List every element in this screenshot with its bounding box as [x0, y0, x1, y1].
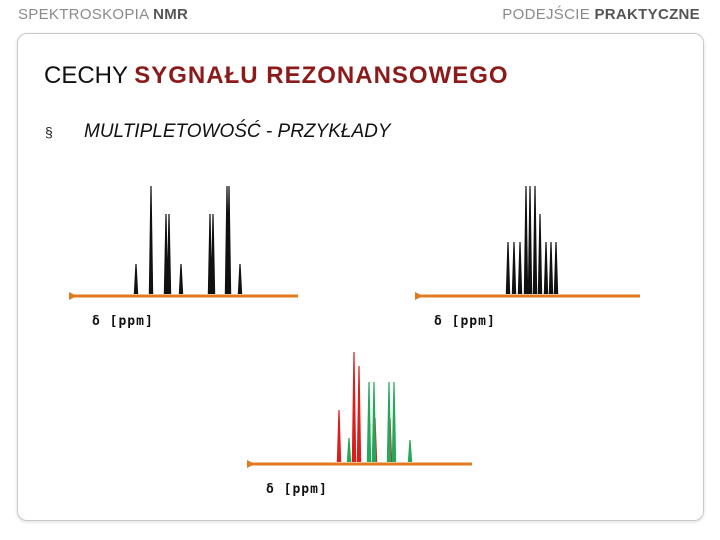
- spectrum-2-peak: [505, 242, 511, 294]
- axis-label-2: δ [ppm]: [434, 314, 496, 329]
- header-right: PODEJŚCIE PRAKTYCZNE: [502, 6, 700, 23]
- spectrum-3-red-peak: [351, 352, 357, 462]
- spectrum-2-peak: [517, 242, 523, 294]
- header-right-regular: PODEJŚCIE: [502, 6, 595, 23]
- spectrum-3-red-peak: [336, 410, 342, 462]
- spectrum-1-peak: [178, 264, 184, 294]
- spectrum-1-peak: [148, 186, 154, 294]
- spectrum-1-peak: [207, 214, 213, 294]
- spectrum-2-peak: [553, 242, 559, 294]
- spectrum-3-green-peak: [386, 382, 392, 462]
- bullet-marker: §: [45, 124, 53, 140]
- spectrum-3-green-peak: [391, 382, 397, 462]
- spectrum-3-green-peak: [366, 382, 372, 462]
- spectrum-1-peak: [210, 214, 216, 294]
- spectrum-3-green-peak: [371, 382, 377, 462]
- bullet-text: MULTIPLETOWOŚĆ - PRZYKŁADY: [84, 121, 391, 142]
- spectrum-1-peak: [226, 186, 232, 294]
- header-left-regular: SPEKTROSKOPIA: [18, 6, 154, 23]
- spectrum-2-peak: [532, 186, 538, 294]
- spectrum-1-peak: [133, 264, 139, 294]
- slide-title: CECHY SYGNAŁU REZONANSOWEGO: [44, 62, 509, 90]
- spectrum-2-peak: [511, 242, 517, 294]
- header-left-bold: NMR: [153, 6, 189, 23]
- header-left: SPEKTROSKOPIA NMR: [18, 6, 188, 23]
- title-accent: SYGNAŁU REZONANSOWEGO: [134, 62, 509, 89]
- spectrum-2-peak: [537, 214, 543, 294]
- spectrum-2-peak: [548, 242, 554, 294]
- spectrum-3-green-peak: [407, 440, 413, 462]
- title-plain: CECHY: [44, 62, 135, 89]
- spectrum-1-peak: [166, 214, 172, 294]
- header-right-bold: PRAKTYCZNE: [594, 6, 700, 23]
- spectrum-3-red-peak: [356, 366, 362, 462]
- axis-label-3: δ [ppm]: [266, 482, 328, 497]
- spectrum-3-green-peak: [346, 438, 352, 462]
- spectrum-1-peak: [237, 264, 243, 294]
- spectrum-2-peak: [523, 186, 529, 294]
- axis-label-1: δ [ppm]: [92, 314, 154, 329]
- spectrum-2-peak: [543, 242, 549, 294]
- spectrum-2-peak: [527, 186, 533, 294]
- slide-frame: [17, 33, 704, 521]
- peaks-layer: [133, 186, 559, 462]
- spectrum-1-peak: [163, 214, 169, 294]
